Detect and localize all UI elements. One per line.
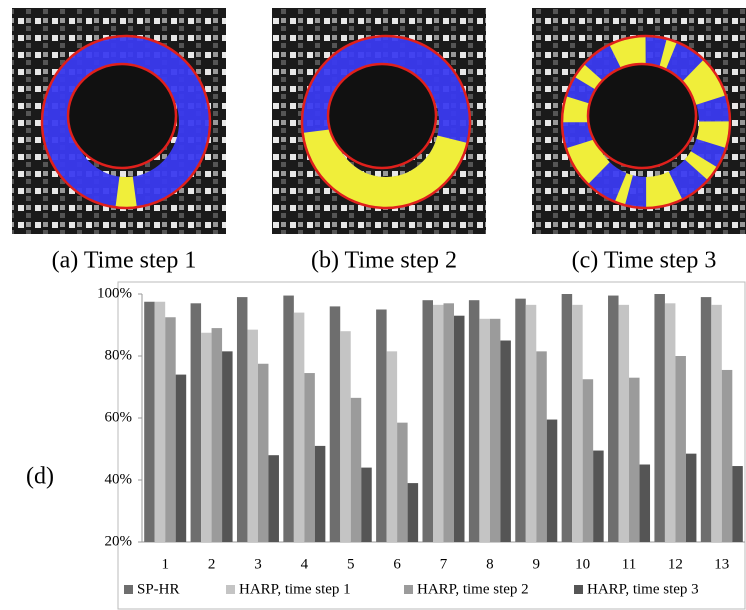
outer-contour — [560, 34, 732, 210]
bar — [422, 300, 433, 542]
bar — [293, 312, 305, 542]
strain-region — [43, 37, 209, 207]
legend-swatch — [124, 585, 133, 594]
bar — [397, 422, 408, 542]
bar — [154, 301, 166, 542]
x-tick-label: 3 — [254, 556, 262, 572]
x-tick-label: 8 — [486, 556, 494, 572]
inner-contour — [326, 62, 438, 170]
bar — [407, 483, 419, 542]
bar — [572, 304, 583, 542]
outer-contour — [300, 34, 472, 210]
bar — [350, 397, 362, 542]
legend-label: HARP, time step 3 — [587, 581, 699, 597]
bar — [468, 300, 480, 542]
bar — [247, 329, 258, 542]
bar — [175, 374, 187, 542]
bar — [201, 332, 212, 542]
bar — [340, 331, 351, 542]
legend-label: HARP, time step 1 — [239, 581, 351, 597]
bar — [361, 467, 372, 542]
bar — [454, 315, 465, 542]
y-tick-label: 100% — [97, 285, 132, 301]
caption: (a) Time step 1 — [52, 248, 197, 274]
bar — [479, 318, 490, 542]
strain-region — [563, 37, 729, 207]
bar — [546, 419, 558, 542]
chart-frame — [117, 281, 746, 610]
bar — [268, 455, 279, 542]
bar — [257, 363, 269, 542]
x-tick-label: 2 — [208, 556, 216, 572]
bar — [525, 304, 537, 542]
x-tick-label: 9 — [533, 556, 541, 572]
bar — [376, 309, 387, 542]
legend-swatch — [404, 585, 413, 594]
bar — [236, 297, 248, 542]
bar — [500, 340, 511, 542]
x-tick-label: 7 — [440, 556, 448, 572]
caption: (b) Time step 2 — [311, 248, 457, 274]
bar — [222, 351, 233, 542]
y-tick-label: 20% — [105, 533, 133, 549]
bar — [314, 445, 326, 542]
bar — [593, 450, 604, 542]
bar — [283, 295, 294, 542]
x-tick-label: 1 — [161, 556, 169, 572]
legend-swatch — [574, 585, 583, 594]
y-tick-label: 40% — [105, 471, 133, 487]
bar — [515, 298, 526, 542]
bar — [536, 351, 547, 542]
outer-contour — [40, 34, 212, 210]
bar — [582, 379, 594, 542]
legend-swatch — [226, 585, 235, 594]
x-tick-label: 5 — [347, 556, 355, 572]
bar — [711, 304, 722, 542]
x-tick-label: 10 — [575, 556, 590, 572]
bar — [654, 294, 665, 542]
legend-label: SP-HR — [137, 581, 180, 597]
bar — [664, 303, 676, 542]
bar — [639, 464, 651, 542]
bar — [608, 295, 619, 542]
inner-contour — [66, 62, 178, 170]
legend-label: HARP, time step 2 — [417, 581, 529, 597]
x-tick-label: 6 — [393, 556, 401, 572]
bar — [386, 351, 398, 542]
bar — [618, 304, 630, 542]
bar — [433, 304, 444, 542]
bar — [629, 377, 640, 542]
inner-contour — [586, 62, 698, 170]
bar — [721, 369, 733, 542]
panel-label: (d) — [26, 464, 54, 490]
x-tick-label: 11 — [622, 556, 636, 572]
bar — [211, 328, 223, 542]
bar — [190, 303, 202, 542]
bar — [329, 306, 341, 542]
bar — [700, 297, 712, 542]
x-tick-label: 13 — [714, 556, 729, 572]
bar — [685, 453, 697, 542]
caption: (c) Time step 3 — [572, 248, 717, 274]
x-tick-label: 4 — [301, 556, 309, 572]
y-tick-label: 80% — [105, 347, 133, 363]
bar — [443, 303, 454, 542]
x-tick-label: 12 — [668, 556, 683, 572]
bar — [489, 318, 501, 542]
bar — [732, 466, 743, 542]
y-tick-label: 60% — [105, 409, 133, 425]
strain-region — [303, 37, 469, 207]
bar — [304, 373, 315, 542]
bar — [561, 294, 573, 542]
bar — [675, 356, 686, 542]
bar — [144, 301, 155, 542]
bar — [165, 317, 176, 542]
